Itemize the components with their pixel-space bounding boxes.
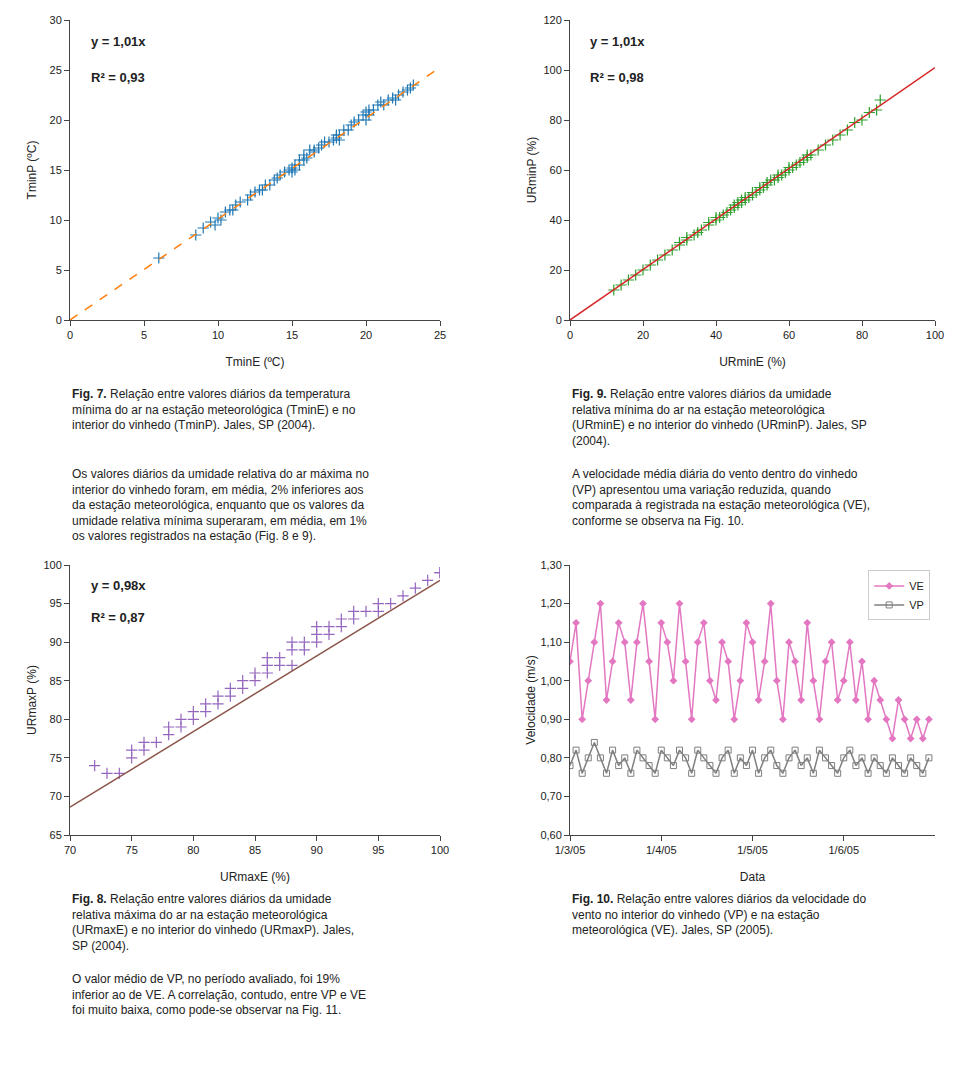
svg-text:0,70: 0,70	[540, 790, 561, 802]
svg-text:70: 70	[64, 844, 76, 856]
svg-text:75: 75	[50, 752, 62, 764]
svg-text:Velocidade (m/s): Velocidade (m/s)	[524, 655, 538, 744]
svg-text:80: 80	[856, 329, 868, 341]
svg-text:URminP (%): URminP (%)	[525, 137, 539, 203]
svg-text:65: 65	[50, 829, 62, 841]
svg-text:75: 75	[126, 844, 138, 856]
svg-text:80: 80	[187, 844, 199, 856]
svg-text:85: 85	[50, 675, 62, 687]
svg-text:95: 95	[372, 844, 384, 856]
svg-text:y = 1,01x: y = 1,01x	[91, 34, 146, 49]
svg-text:90: 90	[50, 636, 62, 648]
svg-text:0,60: 0,60	[540, 829, 561, 841]
svg-text:80: 80	[550, 114, 562, 126]
svg-text:0: 0	[567, 329, 573, 341]
svg-text:1/6/05: 1/6/05	[828, 844, 859, 856]
svg-text:25: 25	[50, 64, 62, 76]
svg-text:URmaxP (%): URmaxP (%)	[25, 665, 39, 735]
svg-text:15: 15	[286, 329, 298, 341]
svg-text:TminP (ºC): TminP (ºC)	[25, 141, 39, 200]
svg-text:70: 70	[50, 790, 62, 802]
svg-text:0,80: 0,80	[540, 752, 561, 764]
svg-text:100: 100	[926, 329, 944, 341]
svg-text:10: 10	[50, 214, 62, 226]
svg-text:URmaxE (%): URmaxE (%)	[220, 870, 290, 884]
svg-text:80: 80	[50, 713, 62, 725]
svg-text:0: 0	[67, 329, 73, 341]
svg-text:40: 40	[550, 214, 562, 226]
svg-text:5: 5	[56, 264, 62, 276]
svg-text:100: 100	[431, 844, 449, 856]
svg-text:30: 30	[50, 14, 62, 26]
svg-text:Os valores diários da umidade: Os valores diários da umidade relativa d…	[72, 467, 369, 543]
svg-text:y = 0,98x: y = 0,98x	[91, 578, 146, 593]
svg-text:60: 60	[550, 164, 562, 176]
svg-text:A velocidade média diária do v: A velocidade média diária do vento dentr…	[572, 467, 870, 528]
svg-text:VP: VP	[909, 599, 924, 611]
svg-text:R² = 0,93: R² = 0,93	[91, 70, 145, 85]
svg-text:TminE (ºC): TminE (ºC)	[225, 355, 284, 369]
svg-text:Fig. 9. Relação entre valores: Fig. 9. Relação entre valores diários da…	[572, 387, 867, 448]
svg-text:1/3/05: 1/3/05	[555, 844, 586, 856]
svg-text:y = 1,01x: y = 1,01x	[590, 34, 645, 49]
svg-text:40: 40	[710, 329, 722, 341]
svg-text:20: 20	[637, 329, 649, 341]
svg-text:URminE (%): URminE (%)	[719, 355, 786, 369]
svg-text:1,20: 1,20	[540, 597, 561, 609]
svg-text:0,90: 0,90	[540, 713, 561, 725]
svg-text:R² = 0,98: R² = 0,98	[590, 70, 644, 85]
svg-text:95: 95	[50, 597, 62, 609]
svg-text:0: 0	[556, 314, 562, 326]
svg-text:1,30: 1,30	[540, 559, 561, 571]
svg-text:1/5/05: 1/5/05	[737, 844, 768, 856]
svg-text:VE: VE	[909, 580, 924, 592]
svg-text:5: 5	[141, 329, 147, 341]
svg-text:90: 90	[311, 844, 323, 856]
svg-text:1,10: 1,10	[540, 636, 561, 648]
svg-text:25: 25	[434, 329, 446, 341]
svg-text:120: 120	[543, 14, 561, 26]
svg-text:Fig. 10. Relação entre valores: Fig. 10. Relação entre valores diários d…	[572, 892, 866, 937]
svg-text:10: 10	[212, 329, 224, 341]
svg-text:20: 20	[360, 329, 372, 341]
svg-text:60: 60	[783, 329, 795, 341]
svg-text:O valor médio de VP, no períod: O valor médio de VP, no período avaliado…	[72, 972, 366, 1017]
svg-text:R² = 0,87: R² = 0,87	[91, 610, 145, 625]
svg-text:1,00: 1,00	[540, 675, 561, 687]
svg-text:100: 100	[543, 64, 561, 76]
svg-text:1/4/05: 1/4/05	[646, 844, 677, 856]
svg-text:20: 20	[50, 114, 62, 126]
svg-text:85: 85	[249, 844, 261, 856]
svg-text:Data: Data	[740, 870, 766, 884]
svg-text:15: 15	[50, 164, 62, 176]
svg-text:Fig. 8. Relação entre valores: Fig. 8. Relação entre valores diários da…	[72, 892, 354, 953]
svg-text:Fig. 7. Relação entre valores: Fig. 7. Relação entre valores diários da…	[72, 387, 356, 432]
svg-text:20: 20	[550, 264, 562, 276]
svg-text:100: 100	[43, 559, 61, 571]
svg-text:0: 0	[56, 314, 62, 326]
